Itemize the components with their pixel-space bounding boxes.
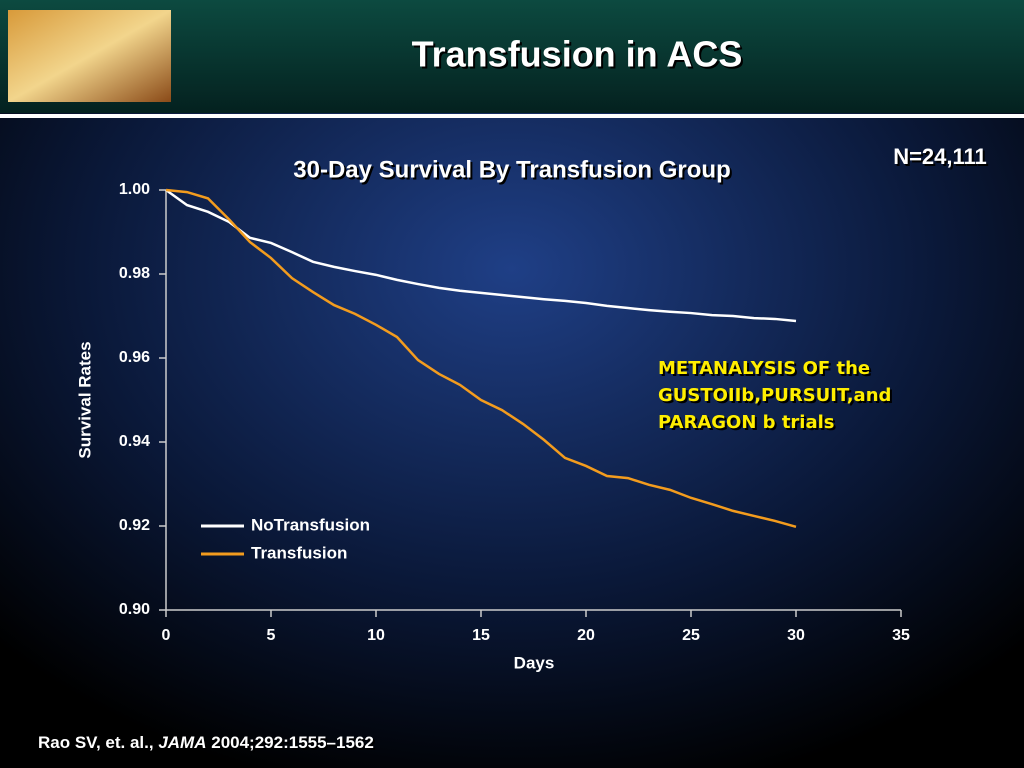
y-tick-label: 0.96 [119, 349, 150, 366]
slide-title: Transfusion in ACS [412, 34, 743, 75]
legend-label: NoTransfusion [251, 515, 370, 534]
y-tick-label: 0.94 [119, 433, 150, 450]
x-tick-label: 10 [367, 627, 385, 644]
header-image [8, 10, 171, 102]
line-series [165, 188, 797, 323]
citation-journal: JAMA [158, 733, 206, 752]
annotation: METANALYSIS OF the [658, 358, 870, 379]
annotation: GUSTOIIb,PURSUIT,and [658, 385, 891, 406]
citation-details: 2004;292:1555–1562 [211, 733, 374, 752]
y-tick-label: 0.98 [119, 265, 150, 282]
y-tick-label: 0.92 [119, 517, 150, 534]
chart-title: 30-Day Survival By Transfusion Group [293, 156, 730, 183]
y-tick-label: 0.90 [119, 601, 150, 618]
line-series [165, 188, 797, 529]
legend-label: Transfusion [251, 543, 347, 562]
x-tick-label: 30 [787, 627, 805, 644]
x-tick-label: 15 [472, 627, 490, 644]
x-axis-label: Days [514, 653, 555, 672]
header-rule [0, 114, 1024, 118]
x-tick-label: 20 [577, 627, 595, 644]
y-axis-label: Survival Rates [75, 341, 94, 458]
annotation: PARAGON b trials [658, 412, 835, 433]
n-label: N=24,111 [893, 144, 987, 169]
x-tick-label: 35 [892, 627, 910, 644]
y-tick-label: 1.00 [119, 181, 150, 198]
citation: Rao SV, et. al., JAMA 2004;292:1555–1562 [38, 733, 374, 752]
x-tick-label: 5 [267, 627, 276, 644]
x-tick-label: 0 [162, 627, 171, 644]
citation-authors: Rao SV, et. al., [38, 733, 154, 752]
x-tick-label: 25 [682, 627, 700, 644]
